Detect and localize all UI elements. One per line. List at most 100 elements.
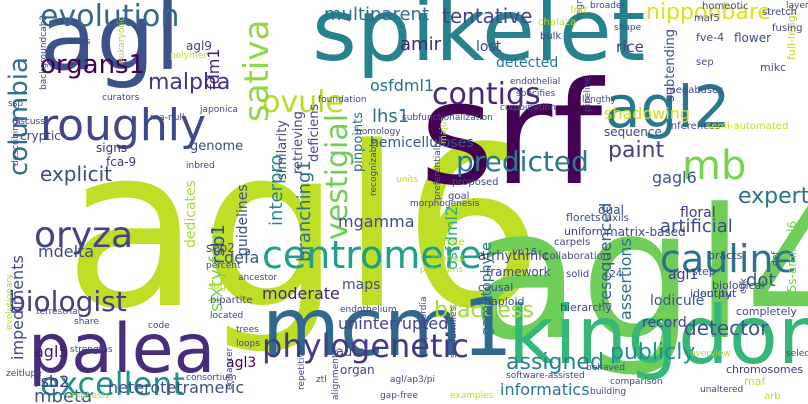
cloud-word: homology	[356, 128, 401, 137]
cloud-word: publicly	[610, 342, 695, 364]
cloud-word: eukaryotic	[118, 17, 127, 64]
cloud-word: cryptic	[20, 130, 61, 142]
cloud-word: informatics	[500, 382, 590, 398]
cloud-word: mgamma	[338, 214, 415, 230]
cloud-word: sativa	[240, 20, 274, 122]
cloud-word: agl/ap3/pi	[390, 376, 435, 385]
cloud-word: ztl	[316, 376, 327, 385]
cloud-word: amir	[400, 36, 441, 54]
cloud-word: japonica	[200, 106, 238, 115]
cloud-word: multiparent	[324, 6, 429, 24]
cloud-word: fca-9	[106, 156, 136, 168]
cloud-word: alignments	[332, 350, 341, 400]
cloud-word: sep	[696, 58, 714, 68]
cloud-word: chromosomes	[726, 364, 803, 375]
cloud-word: shape	[614, 24, 641, 33]
cloud-word: causal	[478, 282, 513, 293]
cloud-word: rice	[616, 40, 644, 55]
cloud-word: vp16	[512, 248, 537, 258]
cloud-word: behaved	[586, 364, 625, 373]
cloud-word: agl5	[34, 344, 69, 360]
cloud-word: recognizable	[370, 139, 379, 196]
cloud-word: evolutionary	[6, 274, 15, 330]
cloud-word: framework	[486, 266, 551, 278]
cloud-word: percent	[206, 262, 240, 271]
cloud-word: clones	[432, 254, 464, 264]
cloud-word: guidelines	[236, 184, 250, 256]
cloud-word: gagl6	[652, 170, 697, 186]
cloud-word: florets	[566, 212, 601, 223]
cloud-word: osfdml1	[370, 78, 434, 94]
cloud-word: repetitive	[298, 347, 307, 390]
cloud-word: discuss	[12, 118, 45, 127]
cloud-word: expert	[738, 186, 808, 208]
cloud-word: phylogenetic	[262, 330, 469, 362]
cloud-word: units	[396, 176, 418, 185]
cloud-word: strengths	[70, 346, 113, 355]
cloud-word: examples	[450, 392, 493, 401]
cloud-word: organ	[340, 364, 375, 376]
cloud-word: fret	[570, 6, 588, 16]
cloud-word: pinpoints	[352, 112, 365, 172]
cloud-word: trees	[236, 326, 259, 335]
cloud-word: selection	[786, 350, 808, 359]
cloud-word: inbred	[186, 162, 215, 171]
cloud-word: bulk	[540, 32, 561, 42]
cloud-word: carpels	[554, 238, 590, 248]
cloud-word: preferentially	[434, 140, 443, 200]
cloud-word: sep2	[206, 242, 235, 254]
cloud-word: signs	[96, 142, 127, 154]
cloud-word: floral	[680, 206, 716, 220]
cloud-word: enhancer	[226, 348, 235, 390]
cloud-word: overview	[690, 350, 731, 359]
cloud-word: explicit	[40, 164, 112, 184]
cloud-word: detector	[684, 318, 768, 338]
cloud-word: tentative	[442, 6, 532, 26]
cloud-word: backgroundcab2	[40, 15, 49, 90]
cloud-word: subfamilies	[450, 307, 459, 358]
cloud-word: arb	[764, 392, 781, 402]
cloud-word: uninterrupted	[338, 316, 448, 332]
cloud-word: maf5	[694, 14, 720, 24]
cloud-word: unaltered	[700, 386, 743, 395]
cloud-word: cdk	[740, 278, 749, 294]
cloud-word: emphasis	[66, 392, 109, 401]
cloud-word: endothelial	[510, 78, 560, 87]
cloud-word: software-assisted	[506, 372, 585, 381]
cloud-word: paint	[608, 140, 664, 162]
cloud-word: haploid	[484, 296, 525, 307]
cloud-word: code	[148, 322, 170, 331]
cloud-word: rna-null	[150, 114, 184, 123]
cloud-word: lost	[476, 40, 501, 54]
cloud-word: predicted	[456, 148, 589, 176]
cloud-word: collaboration	[544, 252, 609, 262]
cloud-word: ssp	[8, 100, 23, 109]
cloud-word: mikc	[760, 62, 786, 73]
cloud-word: layer	[786, 2, 808, 11]
cloud-word: comparison	[610, 378, 663, 387]
cloud-word: organs1	[40, 52, 145, 78]
cloud-word: flower	[734, 32, 771, 44]
cloud-word: shadowing	[604, 106, 690, 122]
cloud-word: proposed	[452, 178, 499, 188]
cloud-word: c24	[604, 270, 622, 280]
cloud-word: deficiens	[308, 104, 321, 162]
cloud-word: combination	[500, 104, 556, 113]
cloud-word: sequence	[604, 126, 662, 138]
cloud-word: primordia	[420, 297, 429, 340]
cloud-word: branching1	[296, 160, 314, 262]
cloud-word: def	[772, 252, 781, 266]
cloud-word: megabases	[666, 86, 723, 96]
cloud-word: hemicelluloses	[370, 136, 474, 150]
cloud-word: pipeline	[584, 76, 593, 112]
cloud-word: step	[692, 266, 716, 277]
cloud-word: evolution	[40, 2, 179, 32]
cloud-word: fve-4	[696, 32, 724, 43]
cloud-word: bipartite	[210, 296, 253, 306]
cloud-word: chalaza	[538, 18, 576, 28]
cloud-word: stigmas	[208, 282, 247, 292]
cloud-word: maf	[744, 376, 765, 387]
cloud-word: genome	[190, 140, 243, 153]
cloud-word: specifies	[516, 90, 555, 99]
